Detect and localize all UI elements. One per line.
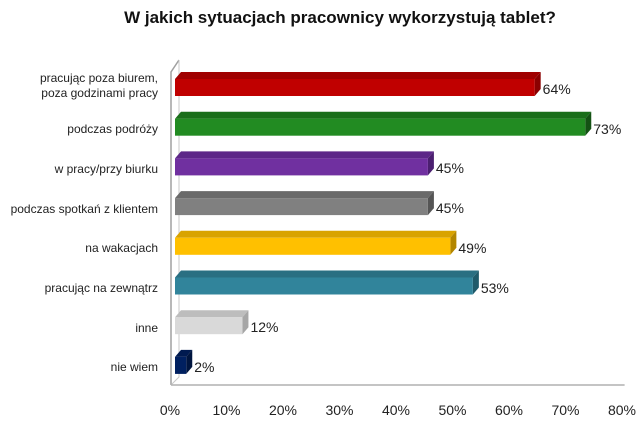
x-tick-label: 0% <box>159 402 181 418</box>
bar <box>175 111 592 136</box>
bar <box>175 191 434 216</box>
bar <box>175 230 457 255</box>
bar <box>175 349 193 374</box>
value-label: 73% <box>593 120 622 137</box>
category-label: inne <box>135 320 158 335</box>
value-label: 53% <box>480 279 509 296</box>
axis-depth-line <box>170 60 180 386</box>
bar <box>175 270 479 295</box>
x-tick-label: 70% <box>551 402 580 418</box>
bar <box>175 72 541 96</box>
bar <box>175 151 434 176</box>
value-label: 45% <box>435 160 464 177</box>
category-label: na wakacjach <box>85 241 158 256</box>
x-tick-label: 50% <box>438 402 467 418</box>
category-label: nie wiem <box>110 360 158 375</box>
chart-title: W jakich sytuacjach pracownicy wykorzyst… <box>124 8 556 27</box>
x-tick-label: 60% <box>494 402 524 418</box>
y-axis-line <box>170 59 180 385</box>
category-label: pracując na zewnątrz <box>44 281 158 295</box>
x-tick-label: 20% <box>268 402 298 418</box>
value-label: 64% <box>542 81 571 97</box>
x-tick-label: 10% <box>212 402 241 418</box>
x-tick-label: 80% <box>607 402 637 418</box>
category-label: podczas spotkań z klientem <box>10 201 158 216</box>
category-label: pracując poza biurem, poza godzinami prac… <box>39 71 158 100</box>
category-label: w pracy/przy biurku <box>54 161 158 176</box>
value-label: 2% <box>194 358 215 375</box>
value-label: 49% <box>458 239 487 256</box>
x-tick-label: 30% <box>325 402 354 418</box>
value-label: 45% <box>435 200 464 217</box>
x-tick-label: 40% <box>381 402 411 418</box>
bar <box>175 310 249 335</box>
value-label: 12% <box>250 319 279 336</box>
category-label: podczas podróży <box>67 122 158 137</box>
